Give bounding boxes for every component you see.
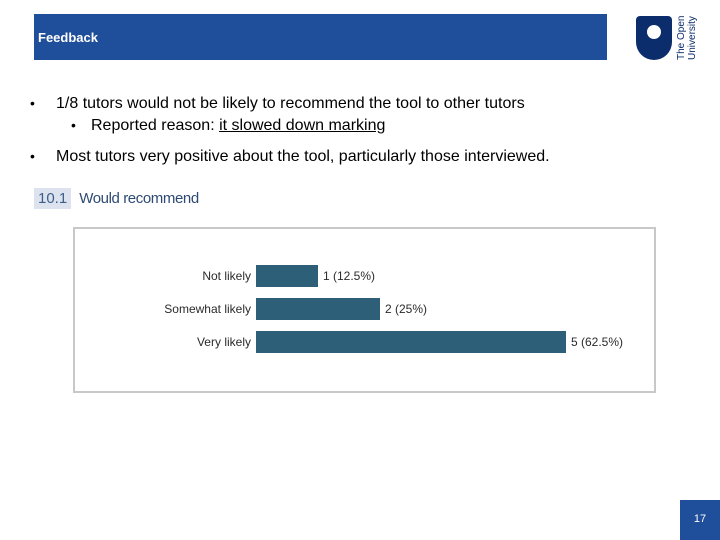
open-university-logo: The Open University bbox=[636, 16, 698, 62]
sub-bullet-underlined: it slowed down marking bbox=[219, 117, 386, 134]
bullet-icon: • bbox=[30, 148, 35, 164]
page-title: Feedback bbox=[38, 30, 98, 45]
header-bar: Feedback bbox=[34, 14, 607, 60]
bar bbox=[256, 265, 318, 287]
question-text: Would recommend bbox=[79, 189, 199, 207]
page-number: 17 bbox=[693, 513, 707, 525]
bullet-text: Most tutors very positive about the tool… bbox=[56, 148, 550, 165]
sub-bullet-prefix: Reported reason: bbox=[91, 117, 220, 134]
bar-chart: Not likely 1 (12.5%) Somewhat likely 2 (25%… bbox=[164, 265, 623, 353]
bullet-icon: • bbox=[30, 95, 35, 111]
data-label: 1 (12.5%) bbox=[323, 269, 375, 283]
bar bbox=[256, 331, 566, 353]
bullet-item: • 1/8 tutors would not be likely to reco… bbox=[30, 93, 700, 114]
data-label: 2 (25%) bbox=[385, 302, 427, 316]
category-label: Somewhat likely bbox=[164, 302, 251, 316]
category-label: Very likely bbox=[197, 335, 251, 349]
bullet-item: • Most tutors very positive about the to… bbox=[30, 146, 700, 167]
bar bbox=[256, 298, 380, 320]
chart-frame: Not likely 1 (12.5%) Somewhat likely 2 (25%… bbox=[73, 227, 656, 393]
question-number: 10.1 bbox=[34, 187, 72, 209]
category-label: Not likely bbox=[202, 269, 251, 283]
sub-bullet-item: • Reported reason: it slowed down markin… bbox=[30, 115, 700, 136]
page-number-box: 17 bbox=[680, 500, 720, 540]
logo-text: The Open University bbox=[676, 15, 698, 60]
bullet-icon: • bbox=[71, 117, 76, 133]
logo-shield-icon bbox=[636, 16, 672, 60]
bullet-text: 1/8 tutors would not be likely to recomm… bbox=[56, 95, 525, 112]
data-label: 5 (62.5%) bbox=[571, 335, 623, 349]
bullet-list: • 1/8 tutors would not be likely to reco… bbox=[30, 93, 700, 167]
question-label: 10.1 Would recommend bbox=[34, 185, 199, 211]
